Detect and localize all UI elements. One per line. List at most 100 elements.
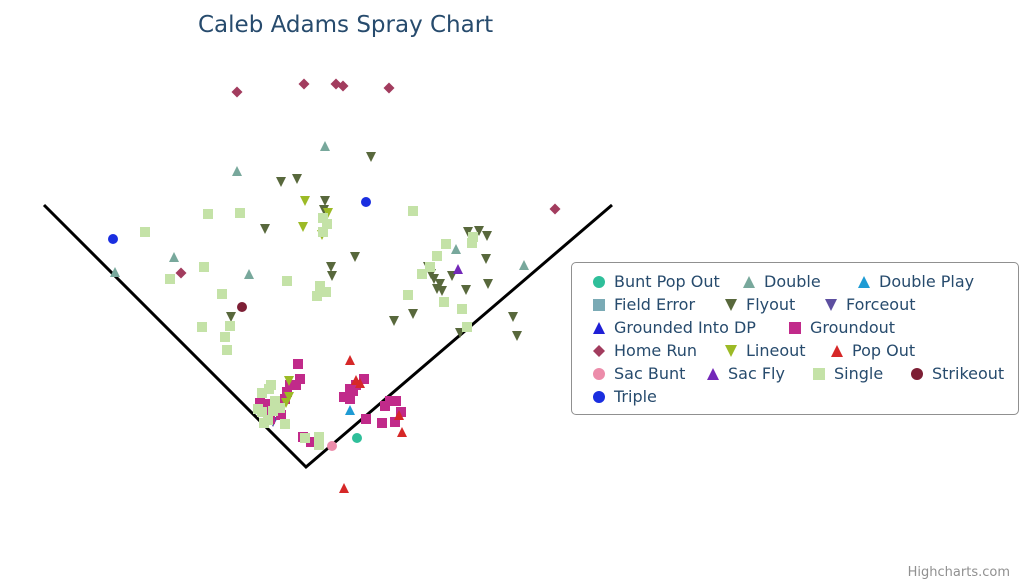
- point-double-play[interactable]: [345, 405, 355, 415]
- legend-item-sac-bunt[interactable]: Sac Bunt: [592, 364, 685, 383]
- point-single[interactable]: [441, 239, 451, 249]
- point-single[interactable]: [417, 269, 427, 279]
- point-groundout[interactable]: [276, 410, 286, 420]
- point-triple[interactable]: [361, 197, 371, 207]
- point-home-run[interactable]: [231, 86, 243, 98]
- point-groundout[interactable]: [293, 359, 303, 369]
- point-single[interactable]: [225, 321, 235, 331]
- point-lineout[interactable]: [284, 392, 294, 402]
- point-groundout[interactable]: [339, 392, 349, 402]
- point-single[interactable]: [259, 418, 269, 428]
- point-single[interactable]: [282, 276, 292, 286]
- point-groundout[interactable]: [359, 374, 369, 384]
- point-single[interactable]: [257, 407, 267, 417]
- point-groundout[interactable]: [345, 394, 355, 404]
- legend-item-strikeout[interactable]: Strikeout: [910, 364, 1004, 383]
- point-pop-out[interactable]: [397, 427, 407, 437]
- credits-link[interactable]: Highcharts.com: [907, 565, 1010, 580]
- point-strikeout[interactable]: [237, 302, 247, 312]
- point-single[interactable]: [314, 440, 324, 450]
- point-single[interactable]: [432, 251, 442, 261]
- point-flyout[interactable]: [408, 309, 418, 319]
- legend-item-forceout[interactable]: Forceout: [824, 295, 916, 314]
- point-single[interactable]: [408, 206, 418, 216]
- point-single[interactable]: [467, 238, 477, 248]
- point-groundout[interactable]: [361, 414, 371, 424]
- point-pop-out[interactable]: [355, 378, 365, 388]
- point-single[interactable]: [222, 345, 232, 355]
- legend-item-lineout[interactable]: Lineout: [724, 341, 806, 360]
- point-groundout[interactable]: [348, 386, 358, 396]
- legend-item-grounded-into-dp[interactable]: Grounded Into DP: [592, 318, 756, 337]
- point-single[interactable]: [197, 322, 207, 332]
- point-groundout[interactable]: [291, 380, 301, 390]
- point-flyout[interactable]: [483, 279, 493, 289]
- point-single[interactable]: [235, 208, 245, 218]
- point-flyout[interactable]: [474, 226, 484, 236]
- point-single[interactable]: [312, 291, 322, 301]
- legend-item-single[interactable]: Single: [812, 364, 883, 383]
- point-single[interactable]: [425, 262, 435, 272]
- legend-item-flyout[interactable]: Flyout: [724, 295, 795, 314]
- point-single[interactable]: [165, 274, 175, 284]
- point-pop-out[interactable]: [345, 355, 355, 365]
- point-groundout[interactable]: [285, 380, 295, 390]
- legend-item-home-run[interactable]: Home Run: [592, 341, 697, 360]
- legend-item-double[interactable]: Double: [742, 272, 821, 291]
- legend-item-field-error[interactable]: Field Error: [592, 295, 695, 314]
- point-home-run[interactable]: [175, 267, 187, 279]
- point-single[interactable]: [314, 432, 324, 442]
- point-double[interactable]: [169, 252, 179, 262]
- point-double[interactable]: [232, 166, 242, 176]
- point-pop-out[interactable]: [339, 483, 349, 493]
- point-flyout[interactable]: [326, 262, 336, 272]
- point-single[interactable]: [457, 304, 467, 314]
- point-flyout[interactable]: [482, 231, 492, 241]
- point-flyout[interactable]: [292, 174, 302, 184]
- point-double[interactable]: [110, 267, 120, 277]
- point-single[interactable]: [322, 219, 332, 229]
- point-sac-bunt[interactable]: [327, 441, 337, 451]
- point-single[interactable]: [403, 290, 413, 300]
- point-flyout[interactable]: [260, 224, 270, 234]
- point-home-run[interactable]: [549, 203, 561, 215]
- point-single[interactable]: [275, 403, 285, 413]
- point-flyout[interactable]: [461, 285, 471, 295]
- point-flyout[interactable]: [276, 177, 286, 187]
- point-pop-out[interactable]: [394, 410, 404, 420]
- legend-item-sac-fly[interactable]: Sac Fly: [706, 364, 785, 383]
- legend-item-double-play[interactable]: Double Play: [857, 272, 974, 291]
- point-flyout[interactable]: [226, 312, 236, 322]
- point-home-run[interactable]: [383, 82, 395, 94]
- point-flyout[interactable]: [432, 284, 442, 294]
- point-flyout[interactable]: [350, 252, 360, 262]
- point-lineout[interactable]: [281, 398, 291, 408]
- point-single[interactable]: [321, 287, 331, 297]
- point-single[interactable]: [140, 227, 150, 237]
- point-home-run[interactable]: [337, 80, 349, 92]
- point-triple[interactable]: [108, 234, 118, 244]
- point-single[interactable]: [439, 297, 449, 307]
- point-single[interactable]: [462, 322, 472, 332]
- point-lineout[interactable]: [284, 376, 294, 386]
- point-lineout[interactable]: [300, 196, 310, 206]
- point-bunt-pop-out[interactable]: [352, 433, 362, 443]
- legend-item-triple[interactable]: Triple: [592, 387, 657, 406]
- point-single[interactable]: [257, 388, 267, 398]
- point-single[interactable]: [220, 332, 230, 342]
- point-flyout[interactable]: [512, 331, 522, 341]
- point-groundout[interactable]: [295, 374, 305, 384]
- point-single[interactable]: [199, 262, 209, 272]
- point-single[interactable]: [264, 384, 274, 394]
- point-flyout[interactable]: [508, 312, 518, 322]
- point-double[interactable]: [519, 260, 529, 270]
- point-single[interactable]: [268, 406, 278, 416]
- point-double[interactable]: [320, 141, 330, 151]
- point-single[interactable]: [203, 209, 213, 219]
- point-single[interactable]: [318, 213, 328, 223]
- point-double[interactable]: [244, 269, 254, 279]
- point-groundout[interactable]: [306, 437, 316, 447]
- point-single[interactable]: [217, 289, 227, 299]
- legend-item-bunt-pop-out[interactable]: Bunt Pop Out: [592, 272, 720, 291]
- point-single[interactable]: [318, 227, 328, 237]
